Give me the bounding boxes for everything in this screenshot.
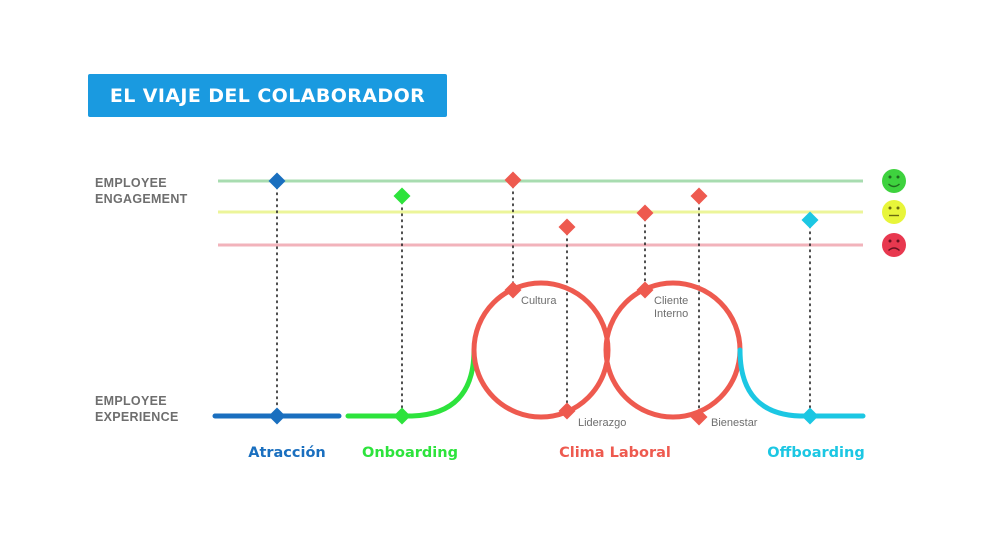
engagement-markers xyxy=(268,171,819,236)
sad-face-icon xyxy=(882,233,906,257)
experience-label-2: EXPERIENCE xyxy=(95,410,179,424)
marker-atraccion-experience xyxy=(268,407,286,425)
experience-label-1: EMPLOYEE xyxy=(95,394,167,408)
touchpoint-liderazgo: Liderazgo xyxy=(578,417,626,429)
engagement-label-1: EMPLOYEE xyxy=(95,176,167,190)
touchpoint-cliente-1: Cliente xyxy=(654,295,688,307)
marker-liderazgo-experience xyxy=(558,402,576,420)
happy-face-icon xyxy=(882,169,906,193)
touchpoint-bienestar: Bienestar xyxy=(711,417,758,429)
marker-offboarding-engagement xyxy=(801,211,819,229)
marker-cliente-experience xyxy=(636,281,654,299)
marker-atraccion-engagement xyxy=(268,172,286,190)
onboarding-segment xyxy=(345,347,477,419)
neutral-face-icon xyxy=(882,200,906,224)
engagement-label-2: ENGAGEMENT xyxy=(95,192,188,206)
marker-cliente-engagement xyxy=(636,204,654,222)
marker-bienestar-engagement xyxy=(690,187,708,205)
page-title: EL VIAJE DEL COLABORADOR xyxy=(109,84,426,107)
marker-liderazgo-engagement xyxy=(558,218,576,236)
stage-clima: Clima Laboral xyxy=(559,445,671,461)
stage-offboarding: Offboarding xyxy=(767,445,864,461)
experience-markers xyxy=(268,281,819,426)
marker-offboarding-experience xyxy=(801,407,819,425)
marker-cultura-experience xyxy=(504,281,522,299)
offboarding-segment xyxy=(737,347,866,419)
title-banner: EL VIAJE DEL COLABORADOR xyxy=(88,74,447,117)
touchpoint-cultura: Cultura xyxy=(521,295,557,307)
stage-onboarding: Onboarding xyxy=(362,445,458,461)
marker-onboarding-experience xyxy=(393,407,411,425)
marker-cultura-engagement xyxy=(504,171,522,189)
touchpoint-cliente-2: Interno xyxy=(654,308,688,320)
dotted-connectors xyxy=(276,179,811,418)
marker-bienestar-experience xyxy=(690,408,708,426)
marker-onboarding-engagement xyxy=(393,187,411,205)
stage-atraccion: Atracción xyxy=(248,445,326,461)
